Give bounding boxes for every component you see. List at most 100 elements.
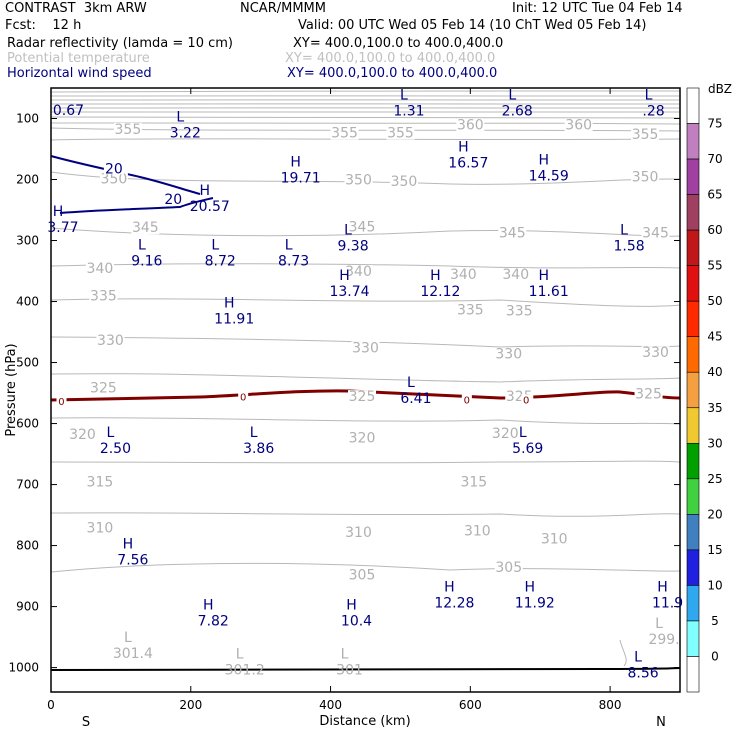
colorbar-swatch [686,371,700,409]
theta-label-bg [463,524,492,538]
theta-contour-label: 335 [457,303,484,319]
y-tick-label: 500 [16,356,39,370]
valid-time: Valid: 00 UTC Wed 05 Feb 14 (10 ChT Wed … [298,18,647,33]
theta-contour-label: 335 [90,288,117,304]
x-tick-label: 400 [319,698,342,712]
theta-extremum-value: 301 [336,662,363,678]
colorbar-swatch [686,407,700,444]
theta-contour-label: 350 [391,174,418,190]
theta-label-bg [344,173,373,187]
theta-extremum-value: 301.4 [113,646,153,662]
theta-label-bg [85,521,114,535]
dbz-label-bg [238,391,249,402]
wind-extremum-marker: L [344,222,352,238]
terrain-bump [619,639,627,667]
wind-extremum-value: 13.74 [329,284,369,300]
theta-contour-label: 345 [499,226,526,242]
theta-label-bg [631,170,660,184]
colorbar-level-label: 65 [707,188,722,202]
theta-contour-label: 340 [87,261,114,277]
wind-extremum-value: 11.9 [652,595,683,611]
x-tick-label: 0 [47,698,55,712]
colorbar-level-label: 10 [707,578,722,592]
wind-extremum-marker: H [290,155,301,171]
wind-extremum-value: 11.91 [214,312,254,328]
theta-contour-label: 355 [115,122,142,138]
theta-label-bg [494,347,523,361]
wind-extremum-marker: L [211,238,219,254]
wind-extremum-marker: L [508,88,516,104]
theta-label-bg [85,262,114,276]
wind-extremum-value: 11.92 [515,595,555,611]
wind-extremum-marker: L [620,222,628,238]
y-tick-label: 400 [16,295,39,309]
wind-extremum-value: 9.38 [337,238,368,254]
field-xy-reflectivity: XY= 400.0,100.0 to 400.0,400.0 [293,36,504,51]
theta-extremum-marker: L [236,646,244,662]
wind-extremum-value: 5.69 [512,441,543,457]
init-time: Init: 12 UTC Tue 04 Feb 14 [512,1,683,16]
wind-extremum-marker: H [224,296,235,312]
dbz-contour-labels: 0 0 0 0 [56,391,532,408]
wind-extremum-marker: H [657,579,668,595]
theta-label-bg [89,289,118,303]
colorbar-swatch [686,442,700,480]
colorbar-level-label: 40 [707,365,722,379]
colorbar-level-label: 70 [707,152,722,166]
colorbar-swatch [686,620,700,657]
theta-contour-label: 320 [492,426,519,442]
wind-extremum-marker: L [634,649,642,665]
theta-contour-label: 305 [349,567,376,583]
dbz-label-bg [56,396,67,407]
theta-label-bg [389,174,418,188]
wind-extremum-value: 2.68 [502,104,533,120]
colorbar-swatch [686,194,700,231]
wind-extremum-value: 12.12 [420,284,460,300]
theta-contour-label: 305 [495,560,522,576]
theta-contour-label: 340 [450,267,477,283]
theta-label-bg [348,220,377,234]
wind-extremum-marker: H [538,268,549,284]
wind-extremum-value: 20.57 [190,199,230,215]
dbz-contour-label: 0 [240,392,246,403]
forecast-hour: Fcst: 12 h [5,18,82,33]
y-tick-label: 900 [16,600,39,614]
dbz-label-bg [521,394,532,405]
colorbar-level-label: 75 [707,117,722,131]
x-end-label-north: N [656,715,666,730]
wind-extremum-marker: H [339,268,350,284]
field-xy-theta: XY= 400.0,100.0 to 400.0,400.0 [285,51,496,66]
organization-label: NCAR/MMMM [240,1,326,16]
theta-contour-label: 345 [132,220,159,236]
theta-label-bg [344,526,373,540]
wind-extremum-marker: H [444,579,455,595]
theta-contour-label: 330 [495,346,522,362]
theta-label-bg [505,304,534,318]
theta-contour-lines [50,90,681,573]
theta-extremum-value: 301.2 [225,662,265,678]
wind-extremum-marker: H [524,579,535,595]
wind-extremum-marker: H [203,598,214,614]
wind-extremum-value: 2.50 [100,441,131,457]
theta-contour-label: 325 [90,381,117,397]
colorbar-level-label: 60 [707,223,722,237]
theta-label-bg [641,226,670,240]
dbz-contour-label: 0 [58,397,64,408]
theta-contour-label: 345 [642,226,669,242]
wind-contour-label: 20 [105,161,123,177]
theta-label-bg [456,118,485,132]
colorbar-swatch [686,265,700,302]
wind-extremum-value: 7.82 [198,614,229,630]
theta-contour-label: 330 [642,345,669,361]
colorbar-level-label: 5 [711,614,719,628]
theta-label-bg [99,172,128,186]
wind-extremum-marker: H [53,204,64,220]
y-tick-label: 200 [16,173,39,187]
y-tick-label: 1000 [8,661,39,675]
wind-label-bg [163,191,184,205]
